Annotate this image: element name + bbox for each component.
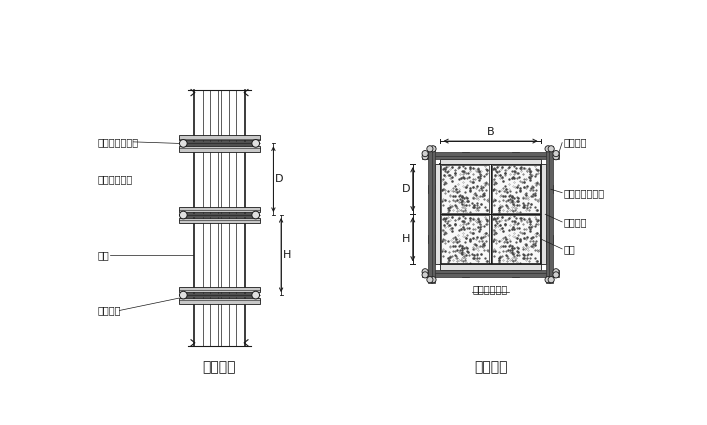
Circle shape [180, 139, 187, 147]
Bar [422, 155, 559, 159]
Bar [435, 164, 440, 264]
Circle shape [422, 154, 428, 160]
Bar [422, 270, 559, 274]
Circle shape [553, 272, 559, 278]
Bar [462, 152, 469, 159]
Bar [422, 273, 559, 277]
Bar [180, 147, 259, 152]
Circle shape [252, 291, 259, 299]
Circle shape [553, 154, 559, 160]
Circle shape [545, 277, 551, 283]
Circle shape [427, 277, 433, 283]
Bar [541, 164, 546, 264]
Circle shape [430, 146, 436, 152]
Text: 柱剖面图: 柱剖面图 [474, 360, 508, 374]
Circle shape [548, 146, 554, 152]
Bar [182, 212, 257, 217]
Text: 竖愣（方木）: 竖愣（方木） [473, 284, 508, 294]
Text: 柱立面图: 柱立面图 [203, 360, 236, 374]
Text: 面板: 面板 [98, 250, 110, 260]
Circle shape [548, 277, 554, 283]
Text: 对拉螺栓: 对拉螺栓 [563, 217, 588, 227]
Bar [182, 141, 257, 146]
Bar [546, 235, 553, 243]
Text: 竖愣（方木）: 竖愣（方木） [98, 174, 133, 184]
Circle shape [430, 277, 436, 283]
Text: D: D [402, 184, 411, 194]
Text: 对拉螺栓: 对拉螺栓 [563, 138, 588, 147]
Bar [182, 293, 257, 298]
Bar [431, 146, 435, 283]
Bar [546, 146, 550, 283]
Text: D: D [275, 174, 284, 184]
Circle shape [180, 291, 187, 299]
Text: H: H [283, 250, 291, 260]
Circle shape [422, 272, 428, 278]
Bar [428, 146, 432, 283]
Circle shape [252, 211, 259, 219]
Bar [180, 298, 259, 303]
Bar [491, 215, 540, 264]
Bar [180, 207, 259, 212]
Circle shape [427, 146, 433, 152]
Circle shape [252, 139, 259, 147]
Bar [428, 235, 435, 243]
Circle shape [180, 211, 187, 219]
Text: 对拉螺栓: 对拉螺栓 [98, 306, 122, 315]
Text: 面板: 面板 [563, 244, 575, 254]
Text: B: B [486, 127, 494, 137]
Bar [441, 165, 489, 213]
Text: 柱箍（圆钢管）: 柱箍（圆钢管） [98, 137, 139, 147]
Bar [549, 146, 553, 283]
Text: 柱箍（圆钢管）: 柱箍（圆钢管） [563, 188, 604, 198]
Bar [440, 159, 541, 164]
Text: H: H [402, 234, 411, 244]
Bar [462, 270, 469, 277]
Bar [546, 185, 553, 193]
Bar [180, 135, 259, 140]
Bar [491, 165, 540, 213]
Bar [422, 152, 559, 156]
Bar [180, 218, 259, 224]
Circle shape [553, 269, 559, 275]
Circle shape [422, 269, 428, 275]
Circle shape [553, 150, 559, 157]
Bar [440, 264, 541, 270]
Bar [428, 185, 435, 193]
Bar [512, 152, 520, 159]
Bar [441, 215, 489, 264]
Circle shape [545, 146, 551, 152]
Circle shape [422, 150, 428, 157]
Bar [512, 270, 520, 277]
Bar [180, 286, 259, 292]
